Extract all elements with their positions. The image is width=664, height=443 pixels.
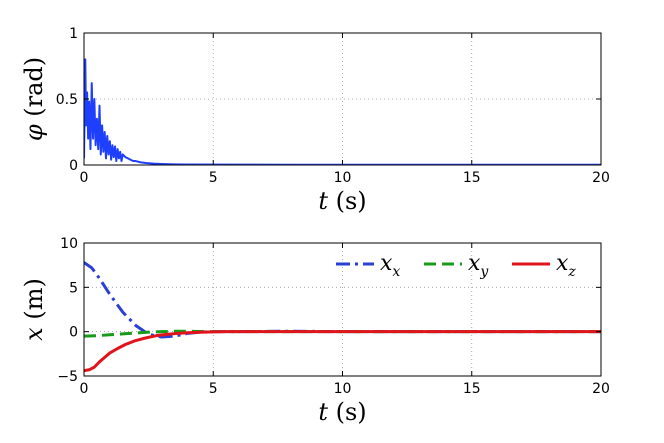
phi-subplot: 0 5 10 15 20 0 0.5 1 t (s) φ (rad) <box>20 26 610 215</box>
series-line-0 <box>84 58 601 165</box>
x-tick-label: 0 <box>80 381 89 397</box>
x-tick-label: 10 <box>334 381 352 397</box>
x-tick-label: 0 <box>80 170 89 186</box>
y-tick-label: 5 <box>69 280 78 296</box>
legend: xx xy xz <box>336 251 576 280</box>
y-tick-label: 0 <box>69 158 78 174</box>
legend-label-2: xz <box>556 251 576 280</box>
x-tick-label: 20 <box>592 381 610 397</box>
x-tick-label: 15 <box>463 170 481 186</box>
y-axis-label: φ (rad) <box>20 57 48 141</box>
plot-area <box>84 33 601 165</box>
legend-label-0: xx <box>380 251 400 280</box>
x-tick-label: 15 <box>463 381 481 397</box>
x-axis-label: t (s) <box>318 398 366 426</box>
y-tick-label: 10 <box>60 236 78 252</box>
legend-label-1: xy <box>468 251 489 280</box>
y-axis-label: x (m) <box>20 278 48 341</box>
y-tick-label: −5 <box>57 369 78 385</box>
x-tick-label: 5 <box>209 381 218 397</box>
x-tick-label: 20 <box>592 170 610 186</box>
series-line-2 <box>84 330 601 373</box>
y-tick-label: 1 <box>69 26 78 42</box>
y-tick-label: 0.5 <box>56 92 78 108</box>
y-tick-label: 0 <box>69 325 78 341</box>
x-tick-label: 5 <box>209 170 218 186</box>
x-axis-label: t (s) <box>318 187 366 215</box>
x-tick-label: 10 <box>334 170 352 186</box>
